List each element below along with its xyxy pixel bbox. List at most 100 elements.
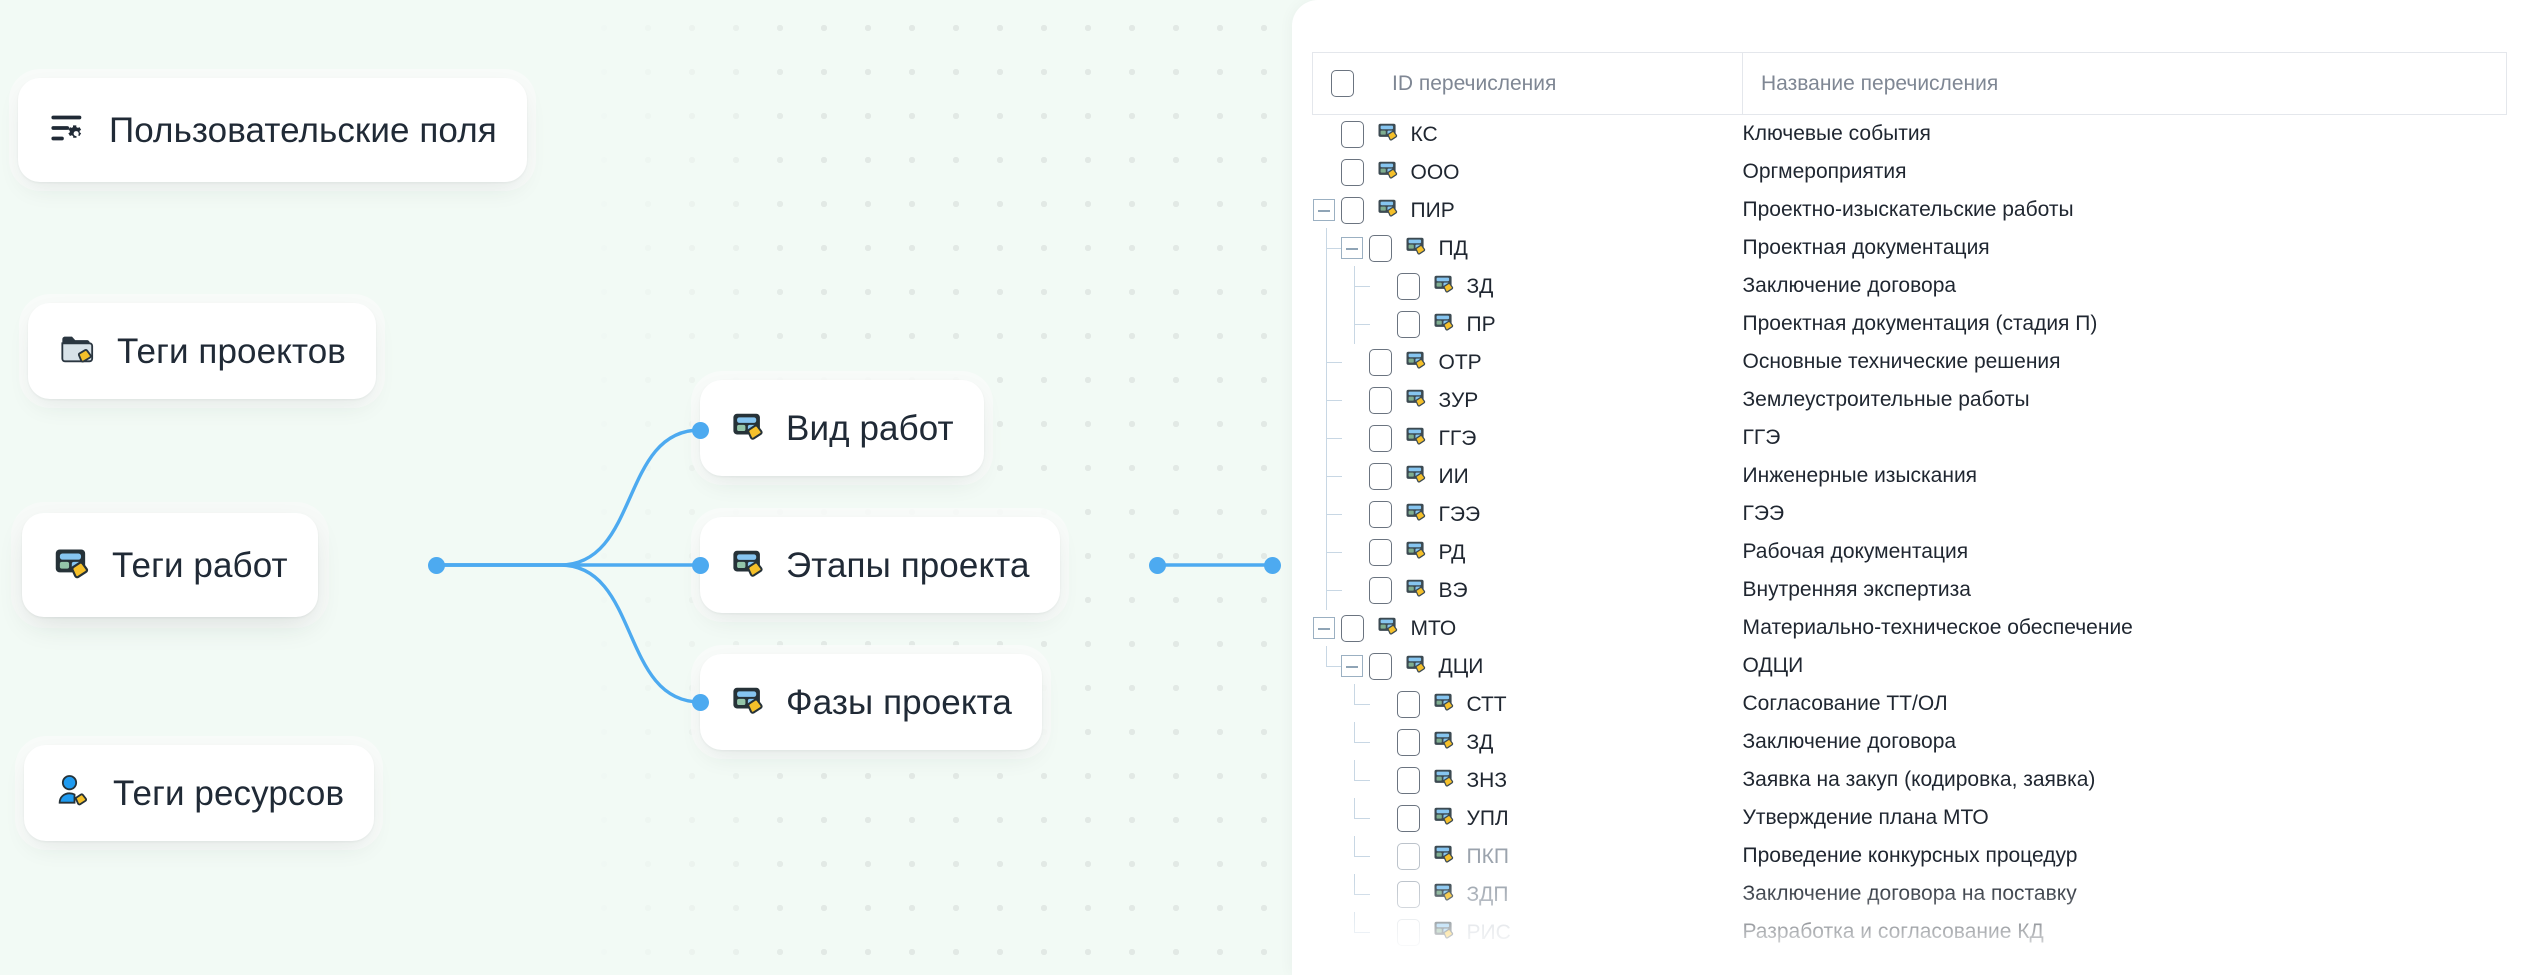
- node-work-kind[interactable]: Вид работ: [700, 380, 984, 476]
- table-row[interactable]: ЗДП Заключение договора на поставку: [1313, 874, 2507, 913]
- row-checkbox[interactable]: [1368, 576, 1392, 604]
- port-project-stage-in[interactable]: [692, 557, 709, 574]
- column-header-name[interactable]: Название перечисления: [1742, 52, 2507, 115]
- tree-expander-icon[interactable]: [1312, 199, 1335, 221]
- port-project-phase-in[interactable]: [692, 694, 709, 711]
- table-row[interactable]: ЗД Заключение договора: [1313, 266, 2507, 306]
- table-row[interactable]: ОТР Основные технические решения: [1313, 342, 2507, 382]
- node-project-tags[interactable]: Теги проектов: [28, 303, 376, 399]
- row-checkbox[interactable]: [1396, 272, 1420, 300]
- cell-id: ПР: [1313, 304, 1743, 344]
- table-row[interactable]: СТТ Согласование ТТ/ОЛ: [1313, 684, 2507, 723]
- row-checkbox[interactable]: [1340, 120, 1364, 148]
- node-project-stage[interactable]: Этапы проекта: [700, 517, 1060, 613]
- cell-name: Заявка на закуп (кодировка, заявка): [1743, 761, 2507, 799]
- table-row[interactable]: УПЛ Утверждение плана МТО: [1313, 798, 2507, 837]
- row-checkbox[interactable]: [1340, 196, 1364, 224]
- tree-expander-icon[interactable]: [1340, 237, 1363, 259]
- row-checkbox[interactable]: [1368, 234, 1392, 262]
- table-row[interactable]: ЗНЗ Заявка на закуп (кодировка, заявка): [1313, 760, 2507, 799]
- enum-icon: [1376, 157, 1401, 188]
- port-work-tags-out[interactable]: [428, 557, 445, 574]
- table-row[interactable]: ПКП Проведение конкурсных процедур: [1313, 836, 2507, 875]
- row-checkbox[interactable]: [1396, 804, 1420, 832]
- table-row[interactable]: МТО Материально-техническое обеспечение: [1312, 609, 2507, 647]
- tree-rail: [1313, 456, 1342, 496]
- table-row[interactable]: ИИ Инженерные изыскания: [1313, 456, 2507, 496]
- enum-icon: [1404, 461, 1429, 492]
- tree-rail: [1341, 798, 1370, 837]
- row-checkbox[interactable]: [1368, 500, 1392, 528]
- node-work-tags[interactable]: Теги работ: [22, 513, 318, 617]
- tree-expander-spacer: [1341, 579, 1369, 601]
- row-checkbox[interactable]: [1340, 158, 1364, 186]
- table-row[interactable]: ООО Оргмероприятия: [1313, 153, 2507, 191]
- table-row[interactable]: ПД Проектная документация: [1313, 228, 2507, 268]
- table-row[interactable]: ДЦИ ОДЦИ: [1313, 646, 2507, 685]
- row-name-label: Рабочая документация: [1742, 540, 1969, 563]
- cell-id: ООО: [1313, 153, 1743, 191]
- enum-icon: [1434, 731, 1453, 749]
- row-id-label: ЗДП: [1466, 882, 1509, 906]
- row-id-label: ЗНЗ: [1466, 768, 1508, 792]
- row-checkbox[interactable]: [1368, 424, 1392, 452]
- table-row[interactable]: КС Ключевые события: [1313, 115, 2507, 154]
- tree-expander-icon[interactable]: [1340, 655, 1363, 677]
- enum-icon: [1406, 655, 1425, 673]
- row-name-label: Разработка и согласование КД: [1742, 920, 2044, 943]
- row-checkbox[interactable]: [1396, 728, 1420, 756]
- node-project-phase[interactable]: Фазы проекта: [700, 654, 1042, 750]
- row-checkbox[interactable]: [1368, 652, 1392, 680]
- row-name-label: Проведение конкурсных процедур: [1742, 844, 2078, 867]
- tree-expander-spacer: [1341, 541, 1369, 563]
- enum-icon: [1404, 651, 1429, 682]
- row-checkbox[interactable]: [1396, 842, 1420, 870]
- select-all-checkbox[interactable]: [1331, 70, 1354, 97]
- enum-icon: [1404, 423, 1429, 454]
- tree-rail: [1313, 875, 1341, 913]
- tree-expander-icon[interactable]: [1312, 617, 1335, 639]
- node-custom-fields[interactable]: Пользовательские поля: [18, 78, 527, 182]
- row-id-label: ОТР: [1438, 350, 1482, 374]
- cell-id: ДЦИ: [1313, 646, 1743, 685]
- row-checkbox[interactable]: [1368, 386, 1392, 414]
- row-id-label: ПД: [1438, 236, 1468, 260]
- table-row[interactable]: ГГЭ ГГЭ: [1313, 418, 2507, 458]
- table-row[interactable]: РД Рабочая документация: [1313, 532, 2507, 572]
- cell-id: ЗДП: [1313, 874, 1743, 913]
- row-name-label: ГЭЭ: [1742, 502, 1785, 525]
- port-work-kind-in[interactable]: [692, 422, 709, 439]
- table-row[interactable]: ГЭЭ ГЭЭ: [1313, 494, 2507, 534]
- row-checkbox[interactable]: [1396, 766, 1420, 794]
- tree-rail: [1313, 646, 1342, 685]
- row-checkbox[interactable]: [1340, 614, 1364, 642]
- row-checkbox[interactable]: [1396, 310, 1420, 338]
- row-id-label: ДЦИ: [1438, 654, 1484, 678]
- enum-icon: [1404, 385, 1429, 416]
- node-label: Теги проектов: [117, 331, 346, 371]
- table-row[interactable]: ПИР Проектно-изыскательские работы: [1312, 191, 2507, 229]
- enum-icon: [1432, 727, 1457, 758]
- column-header-id[interactable]: ID перечисления: [1312, 52, 1743, 115]
- row-checkbox[interactable]: [1396, 690, 1420, 718]
- row-checkbox[interactable]: [1368, 462, 1392, 490]
- row-checkbox[interactable]: [1368, 348, 1392, 376]
- cell-id: МТО: [1312, 609, 1743, 647]
- enum-icon: [1432, 309, 1457, 340]
- node-resource-tags[interactable]: Теги ресурсов: [24, 745, 375, 841]
- column-header-id-label: ID перечисления: [1392, 71, 1557, 95]
- table-row[interactable]: ПР Проектная документация (стадия П): [1313, 304, 2507, 344]
- enum-icon: [1378, 617, 1397, 635]
- row-checkbox[interactable]: [1396, 918, 1420, 946]
- table-row[interactable]: ВЭ Внутренняя экспертиза: [1313, 570, 2507, 610]
- row-checkbox[interactable]: [1396, 880, 1420, 908]
- port-panel-in[interactable]: [1264, 557, 1281, 574]
- cell-id: ЗУР: [1313, 380, 1743, 420]
- enum-icon: [1434, 845, 1453, 863]
- row-checkbox[interactable]: [1368, 538, 1392, 566]
- table-row[interactable]: РИС Разработка и согласование КД: [1313, 912, 2507, 951]
- table-row[interactable]: ЗД Заключение договора: [1313, 722, 2507, 761]
- enum-icon: [1376, 195, 1401, 226]
- table-row[interactable]: ЗУР Землеустроительные работы: [1313, 380, 2507, 420]
- port-project-stage-out[interactable]: [1149, 557, 1166, 574]
